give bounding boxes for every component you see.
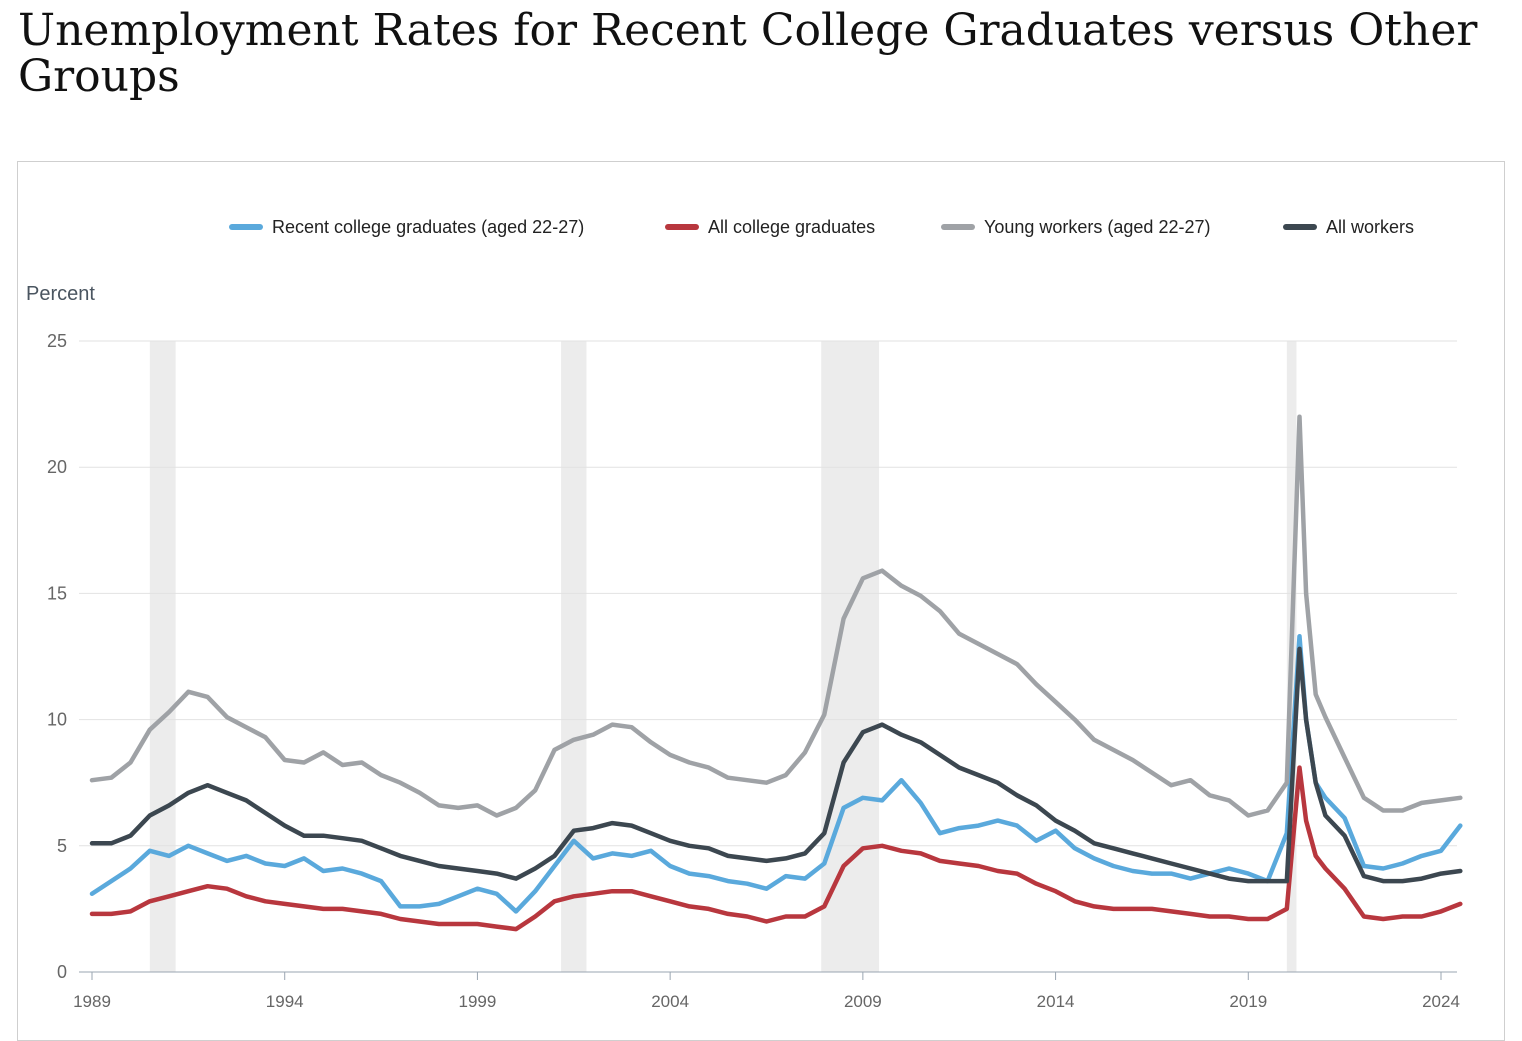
x-tick-label: 1989 [73, 992, 111, 1011]
recession-band [561, 341, 587, 972]
legend-label: Young workers (aged 22-27) [984, 217, 1210, 237]
x-tick-label: 2004 [651, 992, 689, 1011]
x-tick-label: 2019 [1229, 992, 1267, 1011]
y-tick-label: 0 [57, 962, 67, 982]
legend-label: All workers [1326, 217, 1414, 237]
legend-label: Recent college graduates (aged 22-27) [272, 217, 584, 237]
y-tick-label: 20 [47, 457, 67, 477]
x-tick-label: 1999 [459, 992, 497, 1011]
gridlines [79, 340, 1457, 847]
recession-bands [149, 341, 1297, 972]
x-tick-label: 1994 [266, 992, 304, 1011]
y-tick-label: 5 [57, 836, 67, 856]
x-tick-label: 2024 [1422, 992, 1460, 1011]
series-lines [89, 414, 1463, 932]
x-tick-label: 2014 [1037, 992, 1075, 1011]
legend: Recent college graduates (aged 22-27) All… [229, 217, 1414, 237]
x-tick-label: 2009 [844, 992, 882, 1011]
y-tick-label: 25 [47, 331, 67, 351]
series-line [89, 646, 1463, 884]
recession-band [821, 341, 880, 972]
legend-label: All college graduates [708, 217, 875, 237]
axes: 0 5 10 15 20 25 1989 1994 1999 2004 2009 2014 2019 20… [47, 331, 1460, 1011]
y-tick-label: 10 [47, 710, 67, 730]
y-tick-label: 15 [47, 583, 67, 603]
series-line [89, 414, 1463, 818]
series-line [89, 634, 1463, 914]
series-line [89, 765, 1463, 932]
recession-band [149, 341, 176, 972]
chart-title: Unemployment Rates for Recent College Gr… [18, 5, 1478, 102]
y-axis-label: Percent [26, 283, 95, 305]
